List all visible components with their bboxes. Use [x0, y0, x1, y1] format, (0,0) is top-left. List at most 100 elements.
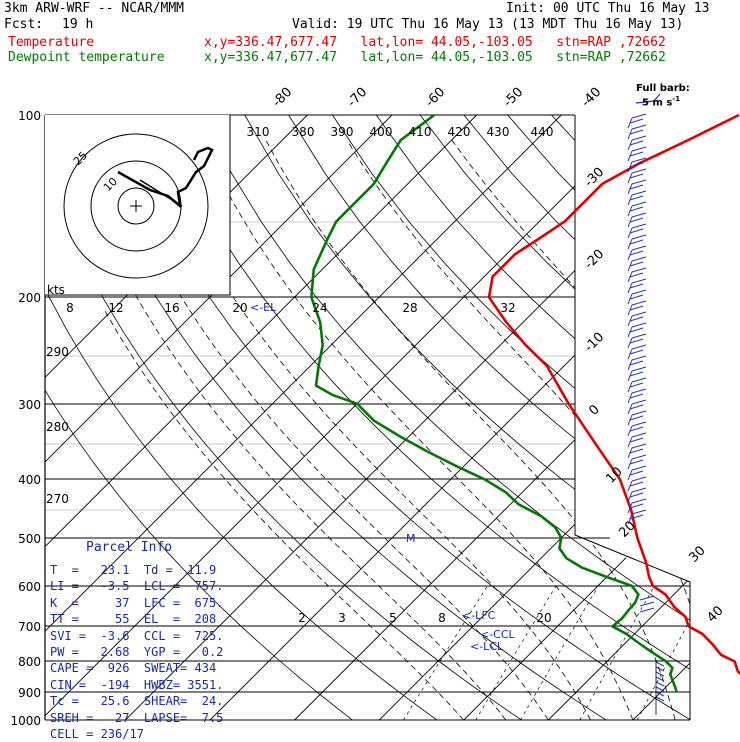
mixing-ratio-line — [476, 586, 556, 720]
wind-barb-flag — [630, 471, 643, 475]
isotherm-line — [718, 115, 740, 720]
wind-barb-flag — [630, 427, 643, 431]
parcel-row: CAPE = 926 SWEAT= 434 — [50, 660, 223, 676]
mixing-ratio-tick-label: 3 — [338, 611, 346, 625]
wind-barb-flag — [630, 460, 643, 464]
wind-barb-flag — [640, 596, 654, 600]
wind-barb-flag — [630, 152, 643, 156]
wind-barb-flag — [632, 279, 646, 283]
dry-adiabat-line — [376, 115, 740, 733]
theta-tick-label: 410 — [409, 125, 432, 139]
dewpoint-legend: Dewpoint temperature — [8, 51, 165, 65]
parcel-row: T = 23.1 Td = 11.9 — [50, 562, 223, 578]
isotherm-tick-label: -80 — [270, 85, 296, 111]
wind-barb-flag — [632, 268, 646, 272]
wind-barb-flag — [632, 323, 646, 327]
wind-barb-flag — [630, 130, 643, 134]
parcel-row: CIN = -194 HWBZ= 3551. — [50, 677, 223, 693]
theta-tick-label: 310 — [247, 125, 270, 139]
wind-barb-flag — [632, 499, 646, 503]
hodo-speed-tick-label: 32 — [500, 301, 515, 315]
wind-barb-flag — [630, 240, 643, 244]
init-time: Init: 00 UTC Thu 16 May 13 — [506, 2, 710, 16]
isotherm-line — [633, 115, 740, 720]
wind-barb-flag — [632, 400, 646, 404]
wind-barb-flag — [630, 383, 643, 387]
wind-barb-flag — [632, 334, 646, 338]
dry-adiabat-line — [727, 115, 740, 733]
wind-barb-flag — [630, 273, 643, 277]
hodo-speed-tick-label: 16 — [164, 301, 179, 315]
wind-barb-flag — [630, 405, 643, 409]
moist-adiabat-line — [187, 222, 590, 720]
wind-barb-flag — [630, 251, 643, 255]
wind-barb-flag — [632, 455, 646, 459]
theta-e-tick-label: 270 — [46, 492, 69, 506]
wind-barb-flag — [630, 119, 643, 123]
forecast-label: Fcst: — [4, 18, 43, 32]
wind-barb-flag — [632, 235, 646, 239]
full-barb-key: Full barb: 5 m s-1 — [636, 84, 690, 108]
wind-barb-flag — [632, 114, 646, 118]
full-barb-exponent: -1 — [672, 95, 680, 103]
full-barb-label: Full barb: — [636, 84, 690, 94]
wind-barb-flag — [630, 328, 643, 332]
dry-adiabat-line — [683, 115, 740, 733]
wind-barb-flag — [632, 290, 646, 294]
wind-barb-flag — [630, 482, 643, 486]
wind-barb-flag — [630, 438, 643, 442]
wind-barb-flag — [630, 350, 643, 354]
theta-tick-label: 400 — [370, 125, 393, 139]
mixing-level-annotation: M — [406, 532, 416, 545]
wind-barb-flag — [632, 356, 646, 360]
wind-barb-flag — [632, 411, 646, 415]
wind-barb-flag — [656, 662, 664, 666]
wind-barb-flag — [632, 488, 646, 492]
isotherm-tick-label: -20 — [582, 247, 608, 273]
isotherm-line — [379, 115, 740, 720]
parcel-row: LI = -3.5 LCL = 757. — [50, 578, 223, 594]
wind-barb-flag — [632, 147, 646, 151]
pressure-tick-label: 500 — [18, 532, 41, 546]
parcel-row: SVI = -3.6 CCL = 725. — [50, 628, 223, 644]
theta-tick-label: 420 — [448, 125, 471, 139]
mixing-ratio-tick-label: 20 — [536, 611, 551, 625]
pressure-tick-label: 200 — [18, 291, 41, 305]
parcel-row: PW = 2.68 YGP = 0.2 — [50, 644, 223, 660]
forecast-hour: 19 h — [62, 18, 93, 32]
isotherm-tick-label: -50 — [501, 85, 527, 111]
wind-barb-flag — [632, 169, 646, 173]
wind-barb-flag — [630, 141, 643, 145]
wind-barb-flag — [632, 246, 646, 250]
pressure-tick-label: 1000 — [10, 714, 41, 728]
moist-adiabat-line — [266, 140, 675, 720]
isotherm-tick-label: -70 — [345, 85, 371, 111]
isotherm-tick-label: -30 — [582, 165, 608, 191]
dry-adiabat-line — [595, 115, 740, 733]
hodo-speed-tick-label: 20 — [232, 301, 247, 315]
wind-barb-flag — [630, 372, 643, 376]
wind-barb-flag — [630, 317, 643, 321]
wind-barb-flag — [630, 295, 643, 299]
wind-barb-flag — [632, 301, 646, 305]
temperature-legend: Temperature — [8, 36, 94, 50]
wind-barb-flag — [630, 262, 643, 266]
wind-barb-flag — [640, 608, 654, 612]
moist-adiabat-line — [591, 140, 740, 720]
mixing-ratio-tick-label: 5 — [389, 611, 397, 625]
temperature-location: x,y=336.47,677.47 lat,lon= 44.05,-103.05… — [204, 36, 666, 50]
wind-barb-flag — [656, 682, 664, 686]
theta-tick-label: 390 — [331, 125, 354, 139]
wind-barb-flag — [630, 306, 643, 310]
wind-barb-flag — [632, 213, 646, 217]
wind-barb-flag — [640, 602, 654, 606]
lfc-annotation: <-LFC — [462, 609, 496, 622]
hodo-speed-tick-label: 24 — [312, 301, 327, 315]
isotherm-tick-label: -60 — [423, 85, 449, 111]
wind-barb-flag — [630, 416, 643, 420]
full-barb-unit: 5 m s — [642, 97, 672, 108]
wind-barb-flag — [632, 257, 646, 261]
wind-barb-flag — [632, 422, 646, 426]
theta-tick-label: 440 — [531, 125, 554, 139]
